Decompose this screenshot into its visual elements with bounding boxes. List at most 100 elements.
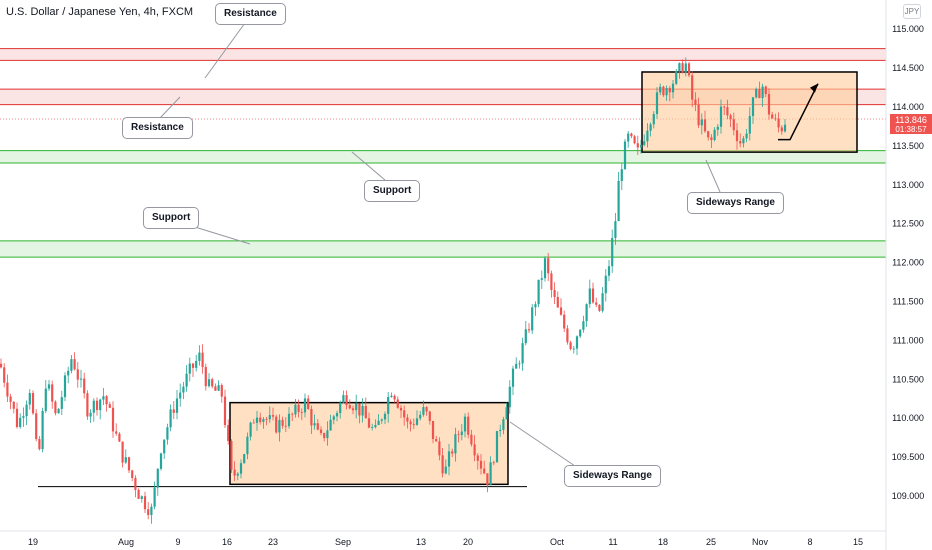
candle [236,472,239,481]
time-axis[interactable]: 19 Aug 9 16 23 Sep 13 20 Oct 11 18 25 Nov 8 15 [28,537,863,547]
candle [569,340,572,351]
price-tick-label: 113.000 [892,180,924,190]
candle-body [518,363,521,365]
candle-body [591,288,595,303]
candle [495,430,499,463]
candle-body [159,453,163,469]
candle [115,423,118,436]
candle [467,412,470,439]
candle [444,459,447,475]
candle [748,107,751,141]
candle [374,419,377,429]
candle [633,134,636,145]
sideways-callout-bottom[interactable]: Sideways Range [564,465,661,487]
candle-body [54,401,57,414]
candle [537,279,540,308]
candle-body [243,454,246,464]
candle-body [83,378,86,394]
candle-body [351,408,355,411]
candle [89,409,92,423]
candle [540,270,543,289]
candle-body [6,382,9,397]
candle-body [57,408,60,414]
candle-body [655,92,659,115]
candle-body [79,378,83,380]
candle [585,303,588,327]
time-tick-label: 18 [658,537,668,547]
candle [41,407,44,453]
candle-body [604,275,607,294]
callout-leader [705,159,721,193]
candle-body [182,386,185,393]
candle [67,366,70,384]
candle [313,414,316,430]
candle-body [211,379,214,387]
candle-body [403,410,406,418]
candle [268,406,271,423]
candle [281,416,284,429]
candle [403,405,406,426]
candle-body [9,396,12,402]
candle [220,383,223,403]
candle-body [441,455,444,474]
sideways-callout-right[interactable]: Sideways Range [687,192,784,214]
price-axis[interactable]: 115.000 114.500 114.000 113.500 113.000 112.5… [892,24,925,501]
candle-body [204,367,207,387]
candle [614,212,617,245]
candle-body [399,407,403,411]
candle-body [67,370,70,376]
candle-body [3,367,6,383]
candle-body [342,395,345,403]
candle-body [537,279,540,305]
candle [662,85,665,97]
candle [419,410,422,421]
candle [668,85,671,102]
candle [627,130,630,148]
candle-body [524,329,527,344]
candle-body [249,422,252,437]
candle-body [169,409,172,428]
candle [508,380,511,414]
candle-body [374,424,377,428]
candle-body [547,258,550,274]
support-callout-mid[interactable]: Support [364,180,421,202]
candle [70,355,73,374]
currency-badge[interactable]: JPY [903,4,921,19]
candle-body [44,388,47,412]
candle [99,398,102,420]
candle-body [671,83,675,93]
candle [451,448,454,458]
candle-body [278,419,281,433]
candle [319,426,323,436]
candle-body [697,104,700,126]
support-callout-left[interactable]: Support [143,207,200,229]
candle [383,411,387,425]
candle [342,390,345,404]
candle-body [639,144,643,148]
candle [623,139,627,170]
last-price-value: 113.846 [895,115,927,125]
resistance-callout-left[interactable]: Resistance [122,117,193,139]
candle-body [611,238,614,267]
candle-body [153,487,156,507]
candle [140,495,143,503]
candle-body [387,396,390,414]
candle [329,414,332,431]
candle [278,414,281,442]
time-tick-label: 11 [608,537,617,547]
candle-body [115,431,118,434]
resistance-callout-top[interactable]: Resistance [215,3,286,25]
candle [310,405,313,434]
candle-body [703,119,707,132]
candle-body [89,412,92,417]
candle [54,400,57,416]
candle-body [371,427,374,428]
candle [380,418,383,424]
candle-body [252,422,255,424]
candle-body [780,127,783,132]
candle-body [444,466,447,474]
candle [79,369,83,388]
candle [188,357,191,382]
candle-body [428,411,431,421]
